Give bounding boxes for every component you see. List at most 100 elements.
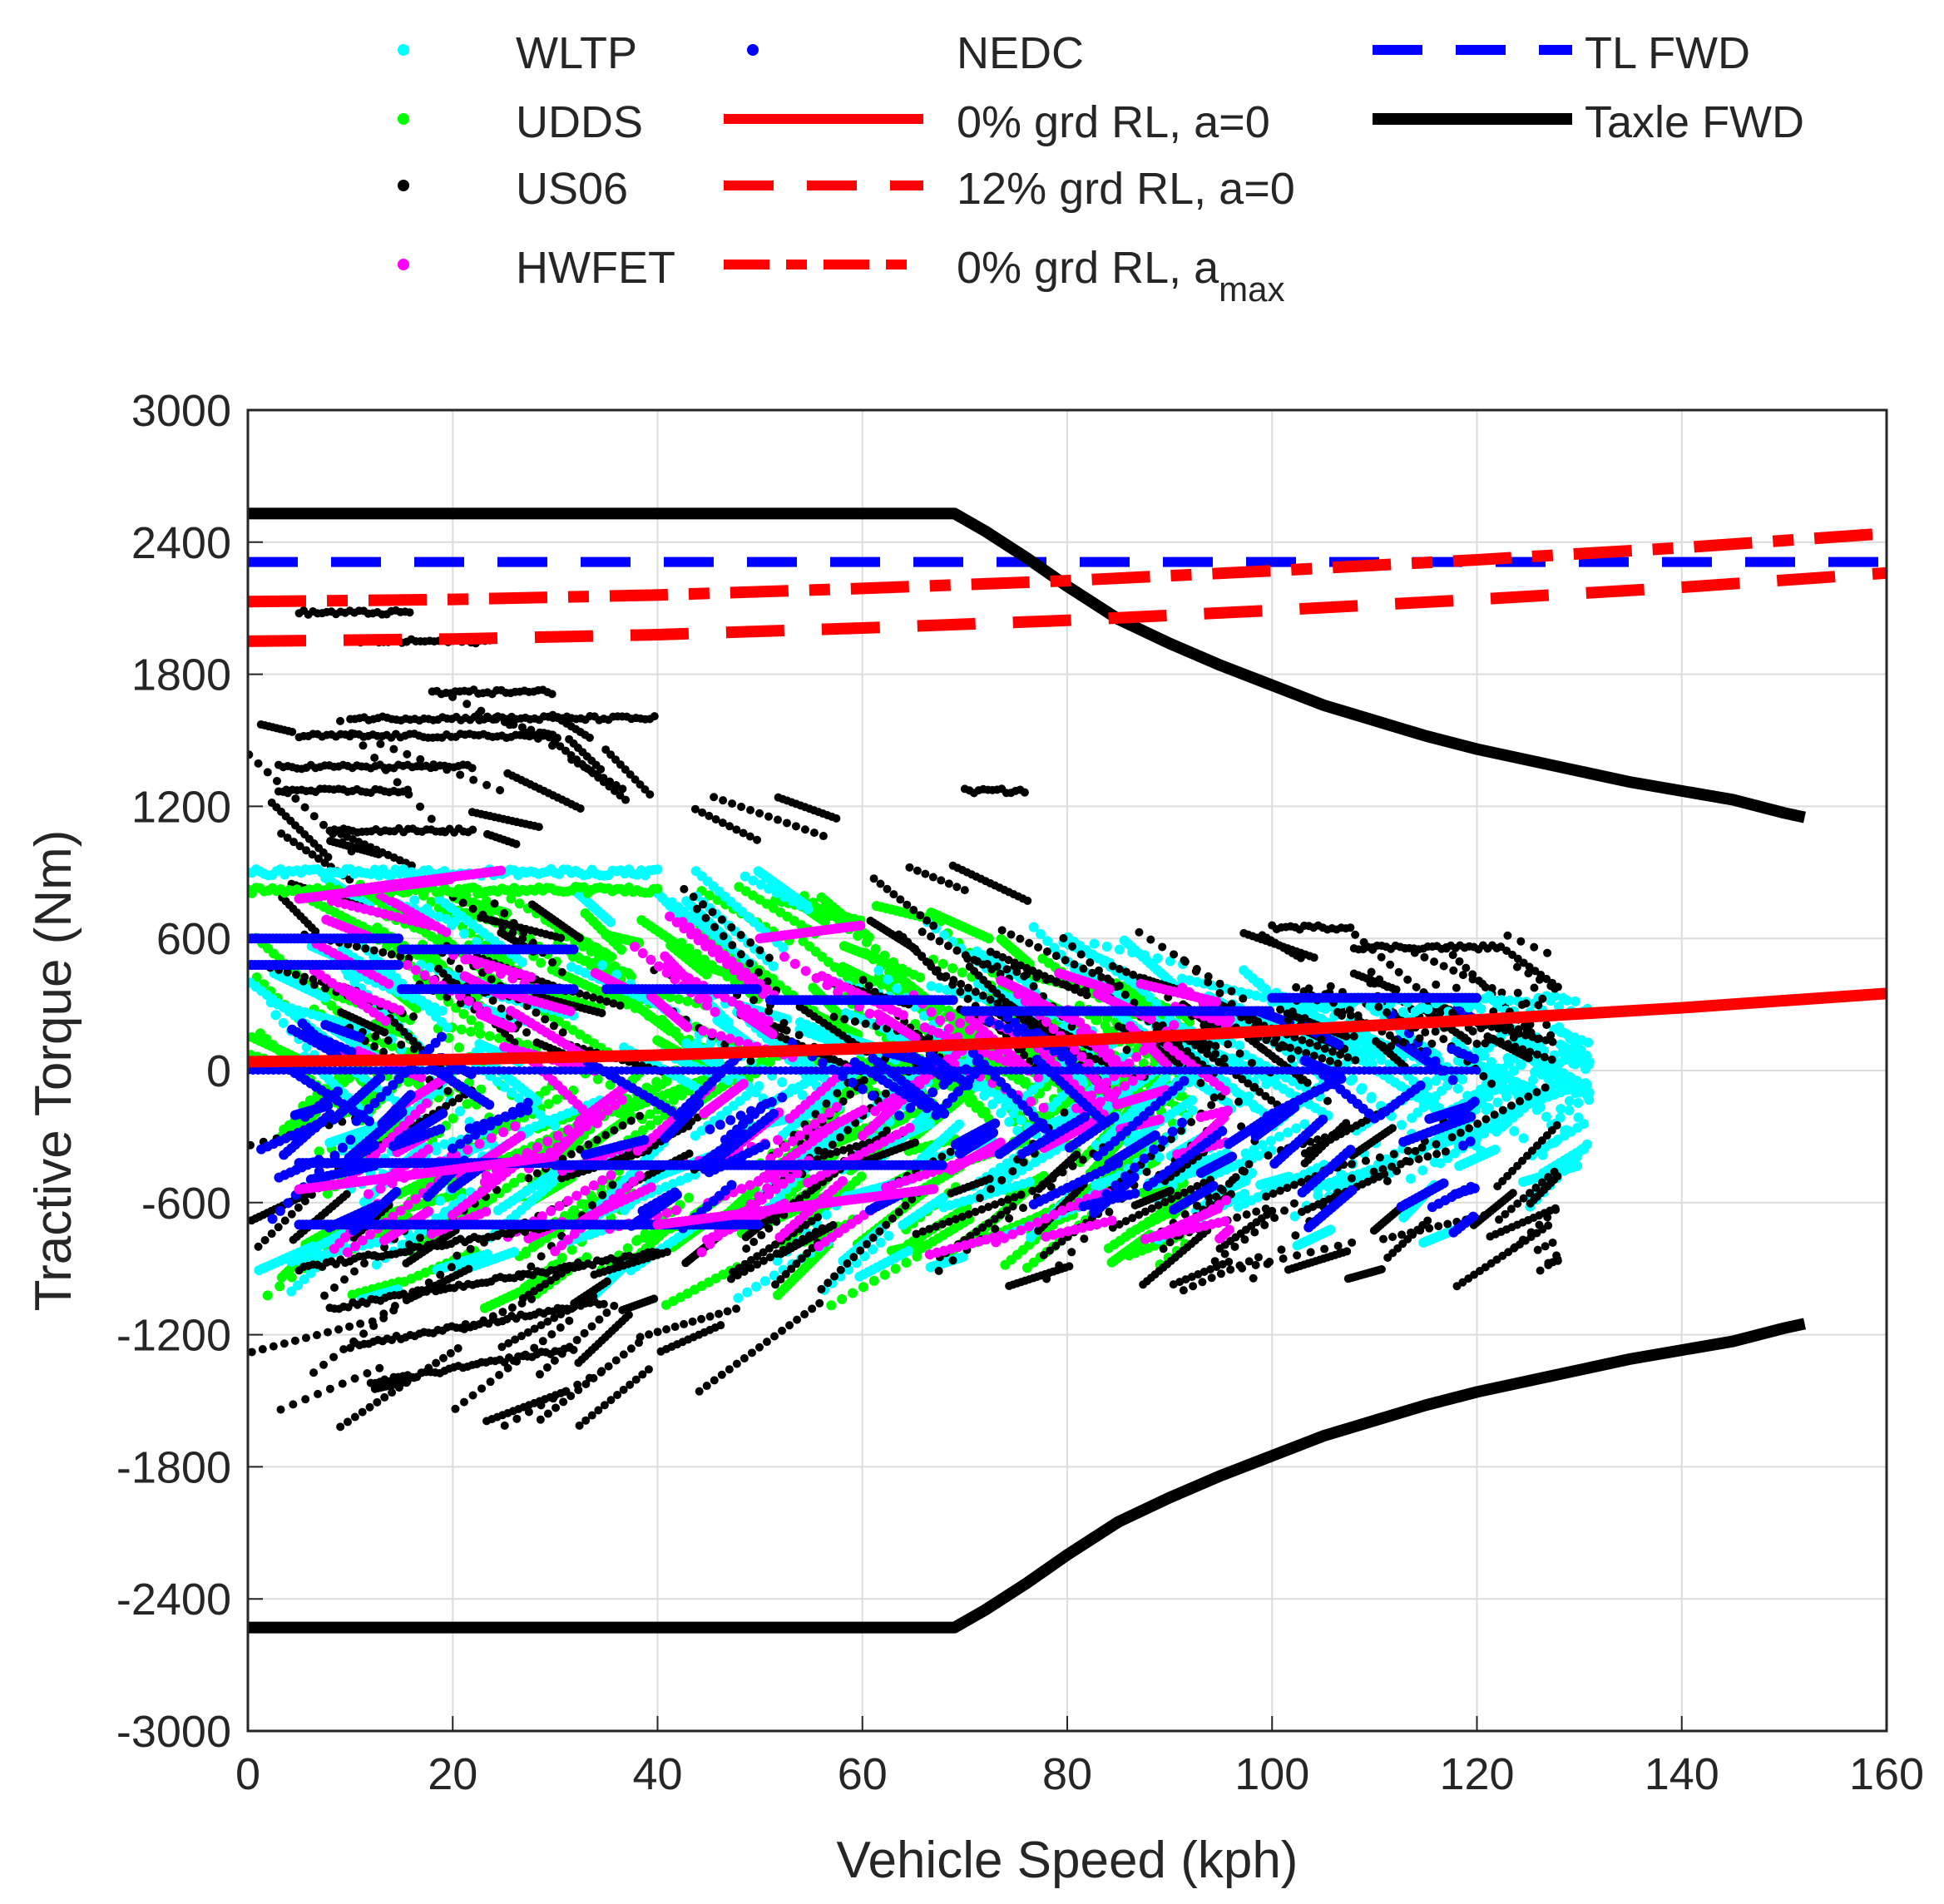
wltp-point [1452, 1083, 1463, 1094]
legend-item: HWFET [398, 243, 675, 293]
udds-point [890, 1264, 901, 1274]
legend-item: NEDC [747, 28, 1084, 78]
udds-point [592, 1074, 603, 1085]
wltp-point [754, 1081, 764, 1091]
legend-label-text: 0% grd RL, a [957, 243, 1219, 293]
udds-point [475, 1028, 486, 1039]
udds-point [640, 1229, 650, 1239]
wltp-point [873, 965, 884, 976]
legend-label-text: US06 [516, 164, 628, 214]
wltp-point [308, 1241, 319, 1252]
udds-point [481, 896, 492, 907]
udds-point [514, 898, 525, 909]
legend-item: US06 [398, 164, 628, 214]
udds-point [631, 1235, 642, 1246]
udds-point [826, 1300, 837, 1311]
wltp-point [1234, 1040, 1245, 1051]
legend-marker [398, 180, 409, 191]
wltp-point [797, 1090, 808, 1100]
udds-point [497, 952, 507, 963]
wltp-point [606, 917, 616, 927]
wltp-point [1187, 1105, 1198, 1115]
legend-item: TL FWD [1373, 28, 1750, 78]
wltp-point [517, 957, 527, 967]
legend-label-text: UDDS [516, 97, 643, 147]
wltp-point [1239, 1189, 1250, 1199]
wltp-point [883, 1230, 894, 1241]
wltp-point [1089, 938, 1100, 949]
udds-point [947, 962, 958, 973]
legend-item: Taxle FWD [1373, 97, 1804, 147]
udds-point [456, 1024, 467, 1035]
legend-item: UDDS [398, 97, 643, 147]
legend-label: Taxle FWD [1585, 97, 1804, 147]
udds-point [645, 1109, 655, 1120]
wltp-point [1573, 1097, 1584, 1108]
wltp-point [1376, 1055, 1387, 1066]
legend-marker [398, 44, 409, 56]
udds-point [665, 992, 675, 1002]
udds-point [466, 1015, 477, 1026]
legend-marker [398, 113, 409, 125]
udds-point [957, 967, 967, 978]
udds-point [757, 1056, 768, 1066]
wltp-point [733, 1293, 744, 1303]
udds-point [458, 1008, 469, 1019]
udds-point [712, 894, 723, 905]
legend-label: 12% grd RL, a=0 [957, 164, 1295, 214]
udds-point [848, 1288, 858, 1298]
legend-item: 0% grd RL, amax [724, 243, 1285, 309]
wltp-point [1101, 941, 1112, 952]
legend-label-text: WLTP [516, 28, 637, 78]
udds-point [509, 1178, 520, 1189]
wltp-point [1509, 1125, 1520, 1136]
wltp-point [449, 916, 460, 927]
wltp-point [751, 1281, 762, 1292]
legend-label-text: HWFET [516, 243, 675, 293]
legend-label-text: 12% grd RL, a=0 [957, 164, 1295, 214]
legend-item: 12% grd RL, a=0 [724, 164, 1295, 214]
udds-point [473, 1021, 484, 1031]
udds-point [651, 1076, 662, 1087]
udds-point [275, 1281, 285, 1292]
udds-point [536, 957, 547, 968]
udds-point [622, 1243, 633, 1254]
udds-point [454, 1042, 465, 1053]
wltp-point [320, 992, 331, 1003]
wltp-point [1431, 1076, 1442, 1086]
udds-point [870, 943, 881, 954]
udds-point [393, 1277, 404, 1288]
legend-label: 0% grd RL, amax [957, 243, 1285, 309]
udds-point [937, 958, 948, 969]
wltp-point [892, 983, 903, 994]
legend-label: NEDC [957, 28, 1084, 78]
udds-point [879, 1269, 890, 1280]
legend-label-text: Taxle FWD [1585, 97, 1804, 147]
udds-point [506, 893, 517, 904]
udds-point [322, 1188, 333, 1199]
udds-point [484, 1031, 495, 1041]
legend-label-text: TL FWD [1585, 28, 1750, 78]
wltp-point [1518, 1133, 1529, 1144]
udds-point [314, 1146, 324, 1157]
wltp-point [759, 1276, 770, 1287]
wltp-point [954, 1119, 965, 1130]
legend-marker [747, 44, 759, 56]
udds-point [819, 917, 830, 927]
udds-point [1138, 1058, 1149, 1069]
udds-point [674, 994, 685, 1005]
udds-point [566, 1244, 577, 1255]
udds-point [1100, 1021, 1111, 1031]
wltp-point [1564, 1105, 1575, 1115]
udds-point [764, 1056, 775, 1067]
udds-point [516, 1172, 527, 1183]
wltp-point [597, 960, 608, 971]
wltp-point [937, 1193, 948, 1204]
legend-label: US06 [516, 164, 628, 214]
wltp-point [1490, 1145, 1501, 1155]
wltp-point [1114, 944, 1125, 955]
udds-point [556, 1253, 567, 1264]
udds-point [901, 1257, 912, 1268]
